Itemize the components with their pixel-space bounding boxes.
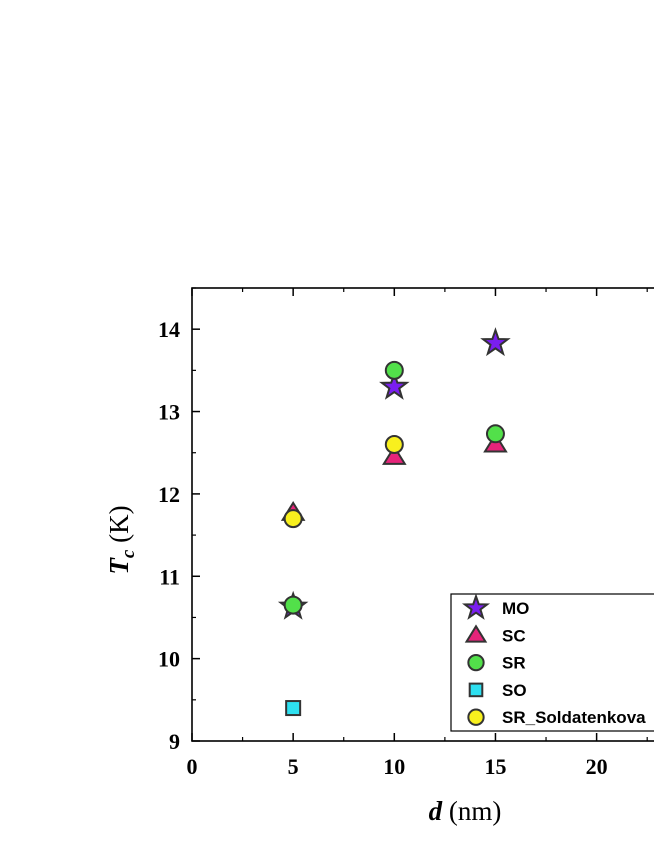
legend-marker (467, 708, 485, 726)
legend-marker (461, 593, 491, 620)
x-tick-label: 0 (187, 754, 198, 779)
legend-label: SC (502, 626, 526, 645)
legend-label: MO (502, 599, 529, 618)
y-tick-label: 9 (169, 729, 180, 754)
legend-marker (468, 682, 484, 698)
x-tick-label: 5 (288, 754, 299, 779)
y-tick-label: 12 (158, 482, 180, 507)
data-point-sr (283, 595, 303, 615)
data-point-sr-soldatenkova (283, 509, 303, 529)
x-tick-label: 10 (383, 754, 405, 779)
y-tick-label: 14 (158, 317, 180, 342)
data-point-mo (379, 370, 410, 400)
data-point-sr (384, 360, 404, 380)
x-tick-label: 15 (484, 754, 506, 779)
legend-box (450, 593, 654, 732)
data-point-sc (382, 444, 407, 465)
x-axis-unit: (nm) (442, 796, 501, 826)
data-point-mo (480, 327, 511, 357)
x-tick-label: 20 (586, 754, 608, 779)
legend-marker (464, 624, 488, 643)
x-axis-title: d (nm) (429, 796, 502, 826)
y-tick-label: 13 (158, 400, 180, 425)
legend-label: SO (502, 681, 527, 700)
y-axis-var: T (104, 557, 134, 575)
y-axis-title: Tc (K) (104, 505, 139, 574)
legend-marker (467, 653, 485, 672)
y-tick-label: 11 (159, 564, 180, 589)
y-tick-label: 10 (158, 647, 180, 672)
plot-frame (191, 287, 654, 742)
legend-label: SR (502, 654, 526, 673)
y-axis-unit: (K) (104, 505, 134, 549)
data-point-sr-soldatenkova (384, 434, 404, 454)
y-axis-sub: c (118, 549, 139, 558)
data-point-so (285, 700, 302, 717)
x-axis-var: d (429, 796, 443, 826)
data-point-sr (485, 424, 505, 444)
legend-label: SR_Soldatenkova (502, 708, 646, 727)
